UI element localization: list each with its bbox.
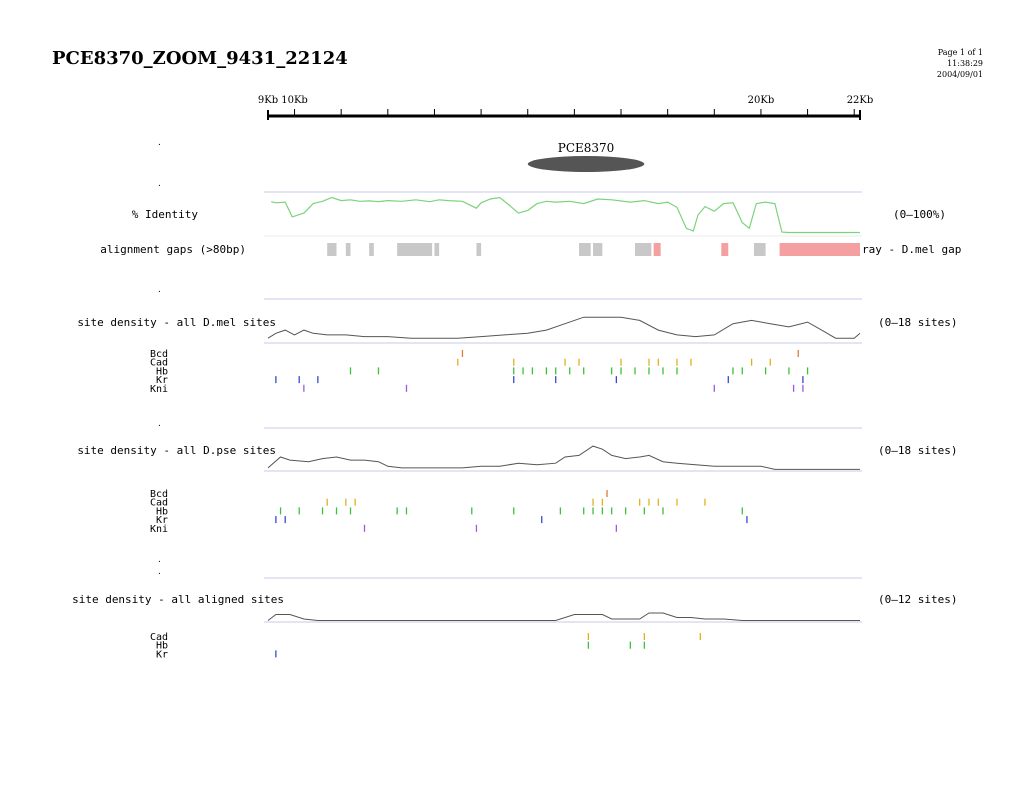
- site-label: Hb: [156, 366, 168, 377]
- gap-segment: [635, 243, 652, 256]
- track-2: . . site density - all aligned sites (0–…: [72, 555, 957, 660]
- site-label: Cad: [150, 498, 168, 509]
- track-dot: .: [158, 179, 161, 189]
- gap-segment: [369, 243, 374, 256]
- gap-segment: [721, 243, 729, 256]
- gap-segments: [327, 243, 860, 256]
- site-label: Cad: [150, 632, 168, 643]
- ruler: 9Kb 10Kb 20Kb 22Kb: [258, 95, 873, 120]
- track-0: . site density - all D.mel sites (0–18 s…: [77, 285, 957, 395]
- site-label: Kni: [150, 524, 168, 535]
- ruler-labels: 9Kb 10Kb 20Kb 22Kb: [258, 95, 873, 106]
- page-title: PCE8370_ZOOM_9431_22124: [52, 48, 348, 69]
- site-density-tracks: . site density - all D.mel sites (0–18 s…: [72, 285, 957, 660]
- ruler-label: 20Kb: [748, 95, 775, 106]
- track-range: (0–12 sites): [878, 593, 957, 606]
- track-dot: .: [158, 419, 161, 429]
- print-time: 11:38:29: [947, 59, 983, 68]
- track-label: site density - all D.mel sites: [77, 316, 276, 329]
- site-label: Kr: [156, 375, 168, 386]
- track-dot: .: [158, 555, 161, 565]
- gap-segment: [779, 243, 860, 256]
- print-date: 2004/09/01: [936, 70, 983, 79]
- track-range: (0–18 sites): [878, 316, 957, 329]
- ruler-ticks: [294, 109, 855, 116]
- site-label: Kr: [156, 515, 168, 526]
- gap-segment: [753, 243, 766, 256]
- print-meta: Page 1 of 1 11:38:29 2004/09/01: [903, 47, 983, 80]
- site-label: Bcd: [150, 349, 168, 360]
- ruler-label: 10Kb: [281, 95, 308, 106]
- gaps-label: alignment gaps (>80bp): [100, 243, 246, 256]
- ruler-label: 22Kb: [847, 95, 874, 106]
- gap-segment: [345, 243, 351, 256]
- track-label: site density - all aligned sites: [72, 593, 284, 606]
- gap-segment: [653, 243, 661, 256]
- track-dot: .: [158, 285, 161, 295]
- feature-ellipse[interactable]: [527, 156, 645, 172]
- density-line: [267, 316, 861, 339]
- gap-segment: [593, 243, 603, 256]
- gaps-track: alignment gaps (>80bp) ray - D.mel gap: [100, 241, 1002, 259]
- density-line: [267, 445, 860, 470]
- identity-track: . % Identity (0–100%): [132, 179, 946, 237]
- site-label: Kr: [156, 649, 168, 660]
- site-label: Hb: [156, 641, 168, 652]
- gap-segment: [327, 243, 337, 256]
- gap-segment: [434, 243, 440, 256]
- gaps-legend-bg: [862, 241, 1002, 259]
- gap-segment: [397, 243, 433, 256]
- page-count: Page 1 of 1: [937, 48, 983, 57]
- gaps-legend: ray - D.mel gap: [862, 243, 961, 256]
- feature-track: . PCE8370: [158, 138, 645, 172]
- gap-segment: [579, 243, 591, 256]
- track-label: site density - all D.pse sites: [77, 444, 276, 457]
- site-label: Bcd: [150, 489, 168, 500]
- track-dot: .: [158, 567, 161, 577]
- track-dot: .: [158, 138, 161, 148]
- gap-segment: [476, 243, 482, 256]
- site-label: Hb: [156, 506, 168, 517]
- identity-label: % Identity: [132, 208, 199, 221]
- site-label: Kni: [150, 384, 168, 395]
- track-1: . site density - all D.pse sites (0–18 s…: [77, 419, 957, 535]
- identity-range: (0–100%): [893, 208, 946, 221]
- ruler-label: 9Kb: [258, 95, 278, 106]
- identity-line: [271, 196, 860, 234]
- density-line: [267, 612, 860, 621]
- site-label: Cad: [150, 358, 168, 369]
- track-range: (0–18 sites): [878, 444, 957, 457]
- feature-label: PCE8370: [558, 141, 615, 155]
